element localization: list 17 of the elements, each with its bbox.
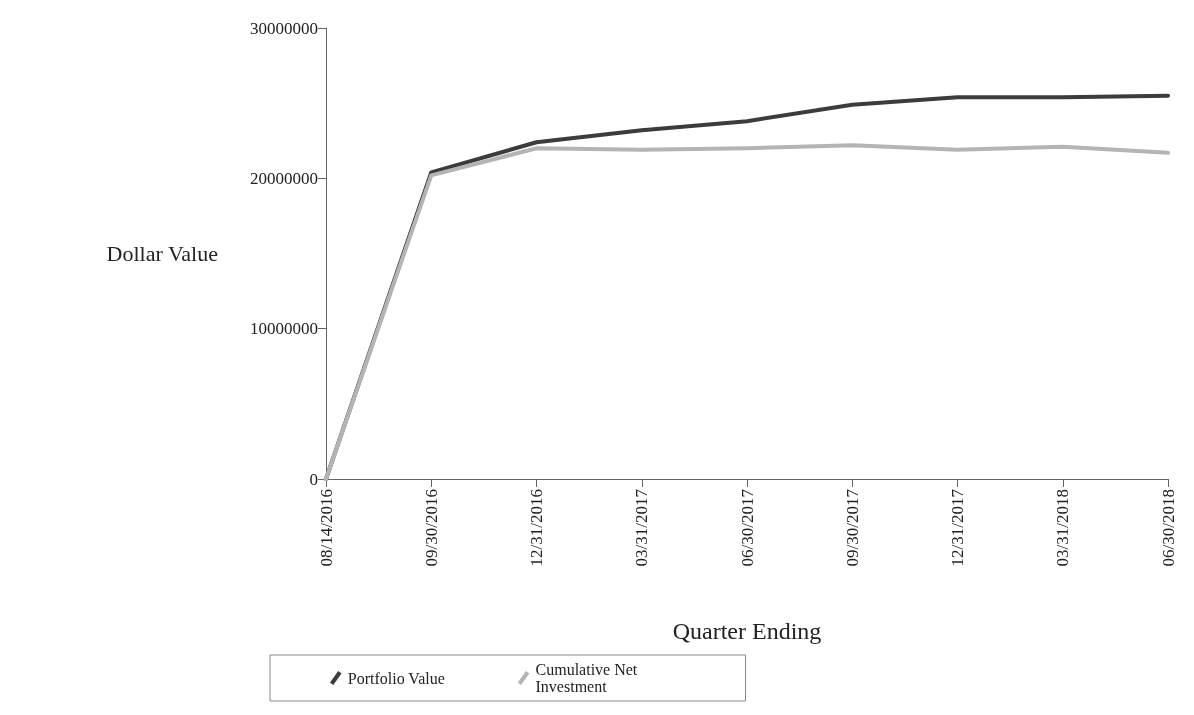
y-tick-label: 20000000 <box>250 168 318 188</box>
x-tick-label: 09/30/2017 <box>842 488 862 567</box>
x-tick-label: 12/31/2017 <box>948 488 967 567</box>
y-tick-label: 0 <box>309 469 318 489</box>
x-tick-label: 08/14/2016 <box>316 489 336 567</box>
x-tick-label: 12/31/2016 <box>527 489 546 567</box>
x-tick-label: 03/31/2017 <box>632 488 652 567</box>
x-tick-label: 09/30/2016 <box>421 489 441 567</box>
y-axis-title: Dollar Value <box>106 241 218 266</box>
legend-label: Cumulative Net Investment <box>535 661 642 695</box>
x-axis-title: Quarter Ending <box>672 618 822 644</box>
y-tick-label: 30000000 <box>250 18 318 38</box>
y-tick-label: 10000000 <box>250 319 318 339</box>
legend-label: Portfolio Value <box>347 669 445 687</box>
x-tick-label: 06/30/2017 <box>737 488 757 567</box>
x-tick-label: 03/31/2018 <box>1053 489 1073 567</box>
x-tick-label: 06/30/2018 <box>1158 489 1178 567</box>
